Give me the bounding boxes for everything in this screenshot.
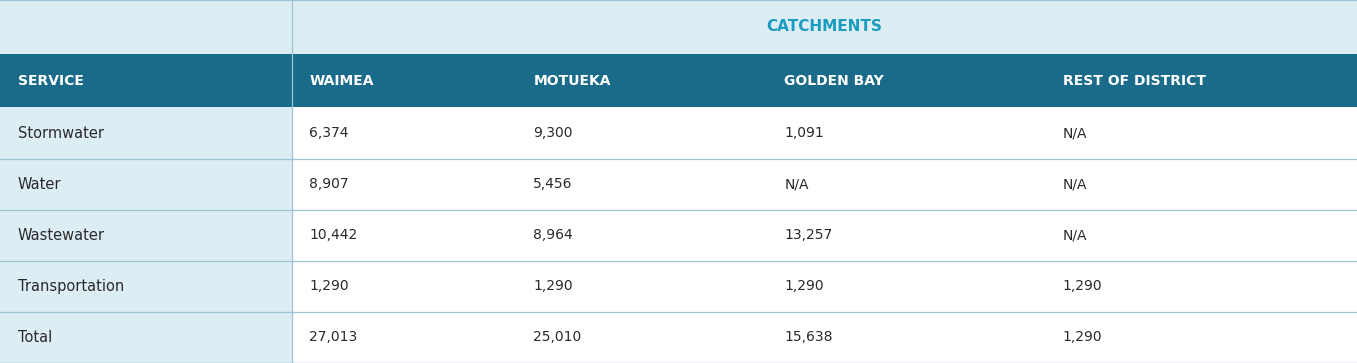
Bar bbox=[516, 159, 767, 210]
Text: 8,907: 8,907 bbox=[309, 177, 349, 191]
Text: GOLDEN BAY: GOLDEN BAY bbox=[784, 74, 885, 87]
Bar bbox=[292, 312, 516, 363]
Bar bbox=[516, 107, 767, 159]
Bar bbox=[0, 54, 292, 107]
Bar bbox=[767, 312, 1045, 363]
Bar bbox=[1045, 312, 1357, 363]
Text: 5,456: 5,456 bbox=[533, 177, 573, 191]
Text: N/A: N/A bbox=[1063, 177, 1087, 191]
Bar bbox=[292, 261, 516, 312]
Text: 1,290: 1,290 bbox=[784, 280, 824, 293]
Bar bbox=[0, 210, 292, 261]
Bar bbox=[1045, 107, 1357, 159]
Text: 10,442: 10,442 bbox=[309, 228, 358, 242]
Text: 6,374: 6,374 bbox=[309, 126, 349, 140]
Bar bbox=[516, 210, 767, 261]
Text: 1,290: 1,290 bbox=[1063, 330, 1102, 344]
Bar bbox=[767, 54, 1045, 107]
Text: 25,010: 25,010 bbox=[533, 330, 582, 344]
Text: N/A: N/A bbox=[1063, 126, 1087, 140]
Bar bbox=[292, 54, 516, 107]
Text: 1,290: 1,290 bbox=[533, 280, 573, 293]
Bar bbox=[1045, 54, 1357, 107]
Text: 15,638: 15,638 bbox=[784, 330, 833, 344]
Bar bbox=[0, 312, 292, 363]
Text: N/A: N/A bbox=[784, 177, 809, 191]
Text: 1,290: 1,290 bbox=[309, 280, 349, 293]
Bar bbox=[767, 107, 1045, 159]
Bar bbox=[292, 210, 516, 261]
Text: 13,257: 13,257 bbox=[784, 228, 833, 242]
Bar bbox=[292, 0, 1357, 54]
Text: MOTUEKA: MOTUEKA bbox=[533, 74, 611, 87]
Text: 1,091: 1,091 bbox=[784, 126, 824, 140]
Text: Water: Water bbox=[18, 177, 61, 192]
Bar bbox=[1045, 261, 1357, 312]
Bar bbox=[0, 0, 292, 54]
Bar bbox=[767, 210, 1045, 261]
Bar bbox=[292, 107, 516, 159]
Text: WAIMEA: WAIMEA bbox=[309, 74, 375, 87]
Bar bbox=[516, 312, 767, 363]
Text: CATCHMENTS: CATCHMENTS bbox=[767, 19, 882, 34]
Text: Stormwater: Stormwater bbox=[18, 126, 103, 140]
Bar bbox=[516, 54, 767, 107]
Bar bbox=[1045, 159, 1357, 210]
Text: Wastewater: Wastewater bbox=[18, 228, 104, 243]
Text: 27,013: 27,013 bbox=[309, 330, 358, 344]
Bar bbox=[1045, 210, 1357, 261]
Text: Transportation: Transportation bbox=[18, 279, 123, 294]
Text: 1,290: 1,290 bbox=[1063, 280, 1102, 293]
Bar bbox=[767, 159, 1045, 210]
Text: REST OF DISTRICT: REST OF DISTRICT bbox=[1063, 74, 1205, 87]
Bar bbox=[0, 107, 292, 159]
Bar bbox=[0, 261, 292, 312]
Bar bbox=[0, 159, 292, 210]
Bar bbox=[767, 261, 1045, 312]
Text: 8,964: 8,964 bbox=[533, 228, 573, 242]
Bar bbox=[292, 159, 516, 210]
Text: N/A: N/A bbox=[1063, 228, 1087, 242]
Bar bbox=[516, 261, 767, 312]
Text: Total: Total bbox=[18, 330, 52, 345]
Text: SERVICE: SERVICE bbox=[18, 74, 84, 87]
Text: 9,300: 9,300 bbox=[533, 126, 573, 140]
